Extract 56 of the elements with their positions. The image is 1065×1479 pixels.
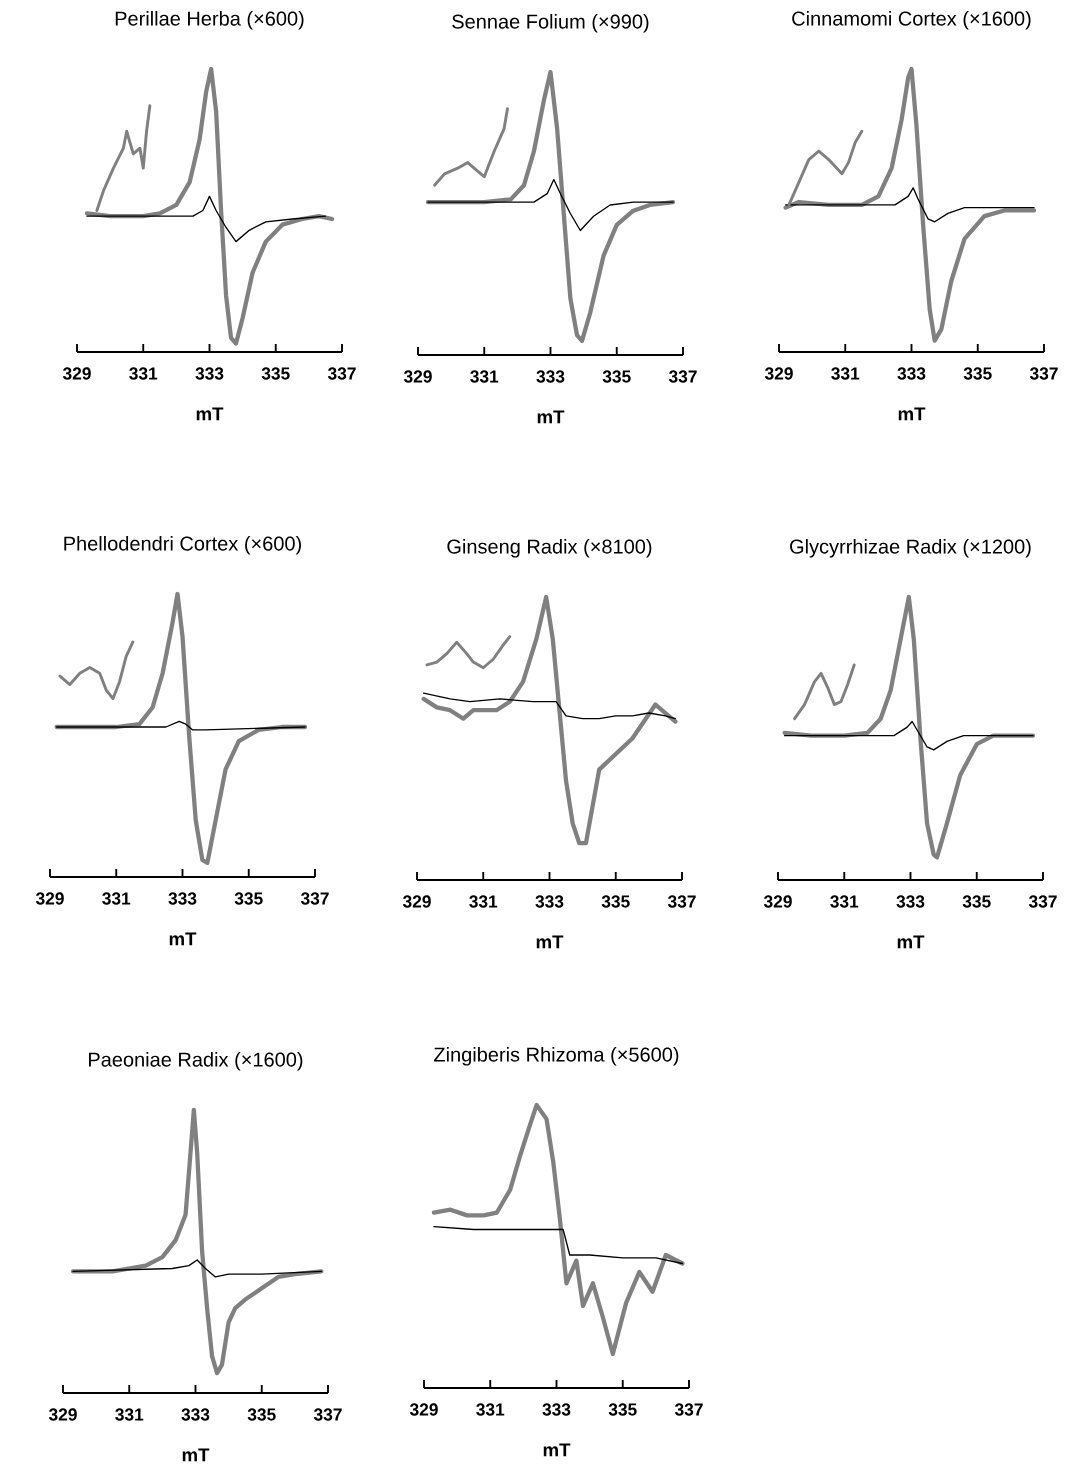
x-tick-label: 335 (261, 367, 290, 380)
x-tick-label: 329 (402, 895, 431, 908)
x-tick-label: 335 (608, 1403, 637, 1416)
x-tick-label: 333 (181, 1408, 210, 1421)
x-tick-label: 335 (234, 892, 263, 905)
x-tick-label: 331 (129, 367, 158, 380)
x-tick-label: 333 (195, 367, 224, 380)
x-tick-label: 333 (896, 895, 925, 908)
x-tick-label: 331 (469, 895, 498, 908)
x-tick-label: 337 (674, 1403, 703, 1416)
x-tick-label: 337 (1028, 895, 1057, 908)
x-axis-title: mT (196, 407, 224, 421)
x-tick-label: 337 (1029, 367, 1058, 380)
x-axis-title: mT (898, 407, 926, 421)
x-tick-label: 337 (313, 1408, 342, 1421)
x-tick-label: 329 (409, 1403, 438, 1416)
x-tick-label: 337 (667, 895, 696, 908)
x-tick-label: 331 (115, 1408, 144, 1421)
x-tick-label: 335 (247, 1408, 276, 1421)
x-tick-label: 333 (542, 1403, 571, 1416)
x-axis-title: mT (897, 935, 925, 949)
x-axis-title: mT (536, 935, 564, 949)
x-tick-label: 331 (476, 1403, 505, 1416)
x-tick-label: 329 (763, 895, 792, 908)
x-tick-label: 329 (764, 367, 793, 380)
x-tick-label: 329 (403, 370, 432, 383)
x-tick-label: 331 (470, 370, 499, 383)
x-axis-title: mT (537, 410, 565, 424)
x-tick-label: 331 (831, 367, 860, 380)
x-tick-label: 337 (300, 892, 329, 905)
chart-title: Phellodendri Cortex (×600) (64, 535, 301, 555)
x-tick-label: 329 (62, 367, 91, 380)
x-tick-label: 333 (897, 367, 926, 380)
x-tick-label: 331 (830, 895, 859, 908)
x-tick-label: 335 (602, 370, 631, 383)
x-axis-title: mT (543, 1443, 571, 1457)
chart-title: Paeoniae Radix (×1600) (89, 1051, 303, 1071)
x-tick-label: 329 (48, 1408, 77, 1421)
x-axis-title: mT (169, 932, 197, 946)
chart-title: Perillae Herba (×600) (115, 10, 304, 30)
x-tick-label: 331 (102, 892, 131, 905)
x-tick-label: 337 (327, 367, 356, 380)
x-tick-label: 335 (963, 367, 992, 380)
x-tick-label: 333 (535, 895, 564, 908)
x-axis-title: mT (182, 1448, 210, 1462)
x-tick-label: 333 (168, 892, 197, 905)
chart-title: Cinnamomi Cortex (×1600) (792, 10, 1031, 30)
x-tick-label: 329 (35, 892, 64, 905)
chart-title: Ginseng Radix (×8100) (447, 538, 652, 558)
chart-title: Sennae Folium (×990) (452, 13, 649, 33)
x-tick-label: 333 (536, 370, 565, 383)
x-tick-label: 337 (668, 370, 697, 383)
x-tick-label: 335 (601, 895, 630, 908)
chart-title: Zingiberis Rhizoma (×5600) (434, 1046, 679, 1066)
chart-title: Glycyrrhizae Radix (×1200) (790, 538, 1031, 558)
x-tick-label: 335 (962, 895, 991, 908)
